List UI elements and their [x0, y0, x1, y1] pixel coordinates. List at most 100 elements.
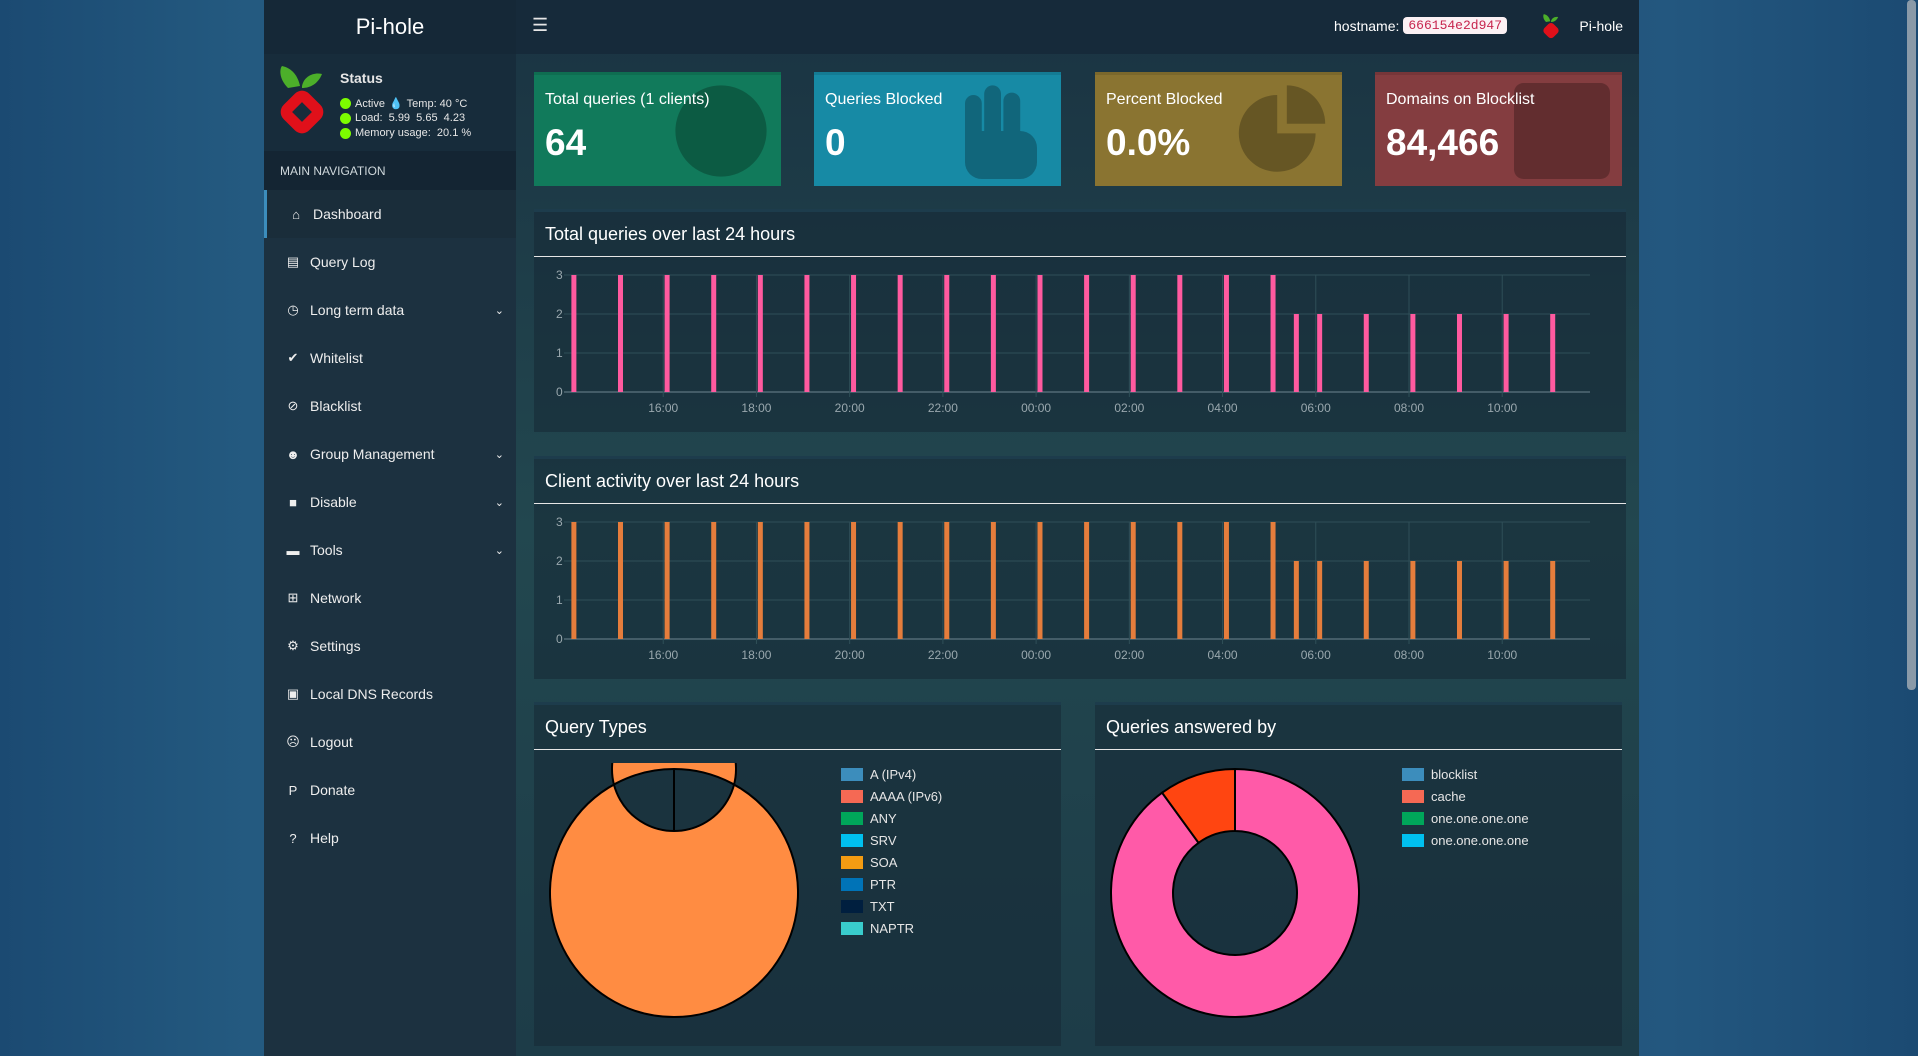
bar[interactable]	[1317, 561, 1323, 639]
bar[interactable]	[851, 522, 857, 639]
bar[interactable]	[804, 275, 810, 392]
bar[interactable]	[571, 275, 577, 392]
legend-item[interactable]: one.one.one.one	[1402, 829, 1529, 851]
bar[interactable]	[1037, 522, 1043, 639]
bar[interactable]	[1410, 314, 1416, 392]
legend-item[interactable]: ANY	[841, 807, 942, 829]
user-avatar-icon[interactable]	[1541, 13, 1561, 41]
bar[interactable]	[571, 522, 577, 639]
bar[interactable]	[1293, 314, 1299, 392]
bar[interactable]	[1084, 522, 1090, 639]
bar[interactable]	[1317, 314, 1323, 392]
chart-card-2: Query Types A (IPv4) AAAA (IPv6) ANY SRV SOA P…	[534, 702, 1061, 1046]
bar[interactable]	[1363, 561, 1369, 639]
sidebar-item-whitelist[interactable]: ✔ Whitelist	[264, 334, 516, 382]
thermometer-icon: 💧	[388, 98, 403, 110]
bar[interactable]	[617, 522, 623, 639]
chevron-down-icon[interactable]: ⌄	[494, 448, 504, 461]
sidebar-item-disable[interactable]: ■ Disable ⌄	[264, 478, 516, 526]
legend-label: TXT	[870, 898, 895, 914]
bar[interactable]	[897, 275, 903, 392]
stat-box-queries-blocked[interactable]: Queries Blocked 0	[814, 72, 1061, 186]
sidebar-item-donate[interactable]: P Donate	[264, 766, 516, 814]
bar[interactable]	[757, 275, 763, 392]
chevron-down-icon[interactable]: ⌄	[494, 544, 504, 557]
bar[interactable]	[1456, 314, 1462, 392]
logo[interactable]: Pi-hole	[264, 0, 516, 54]
legend-item[interactable]: SOA	[841, 851, 942, 873]
legend-label: one.one.one.one	[1431, 810, 1529, 826]
pie-slice[interactable]	[1110, 767, 1360, 1018]
bar[interactable]	[1410, 561, 1416, 639]
menu-toggle-icon[interactable]: ☰	[532, 15, 549, 35]
sidebar-item-network[interactable]: ⊞ Network	[264, 574, 516, 622]
stat-value: 0	[825, 122, 846, 163]
bar[interactable]	[1293, 561, 1299, 639]
sidebar-item-settings[interactable]: ⚙ Settings	[264, 622, 516, 670]
sidebar-item-label: Help	[310, 830, 339, 846]
legend-swatch	[1402, 833, 1424, 847]
bar[interactable]	[1084, 275, 1090, 392]
sidebar-item-group-management[interactable]: ☻ Group Management ⌄	[264, 430, 516, 478]
stat-box-domains-on[interactable]: Domains on Blocklist 84,466	[1375, 72, 1622, 186]
legend-item[interactable]: AAAA (IPv6)	[841, 785, 942, 807]
bar[interactable]	[1270, 522, 1276, 639]
sidebar-item-tools[interactable]: ▬ Tools ⌄	[264, 526, 516, 574]
legend-label: one.one.one.one	[1431, 832, 1529, 848]
bar[interactable]	[897, 522, 903, 639]
bar[interactable]	[1130, 522, 1136, 639]
sidebar-item-logout[interactable]: ☹ Logout	[264, 718, 516, 766]
bar[interactable]	[711, 522, 717, 639]
legend-item[interactable]: SRV	[841, 829, 942, 851]
chart-title: Total queries over last 24 hours	[534, 212, 1626, 257]
bar[interactable]	[944, 522, 950, 639]
scrollbar[interactable]	[1907, 0, 1916, 690]
legend-item[interactable]: blocklist	[1402, 763, 1529, 785]
bar[interactable]	[804, 522, 810, 639]
sidebar-item-query-log[interactable]: ▤ Query Log	[264, 238, 516, 286]
user-menu[interactable]: Pi-hole	[1579, 18, 1623, 34]
bar[interactable]	[1503, 314, 1509, 392]
bar[interactable]	[1550, 561, 1556, 639]
bar[interactable]	[1363, 314, 1369, 392]
sidebar-item-long-term-data[interactable]: ◷ Long term data ⌄	[264, 286, 516, 334]
sidebar-item-local-dns-records[interactable]: ▣ Local DNS Records	[264, 670, 516, 718]
stat-box-percent-blocked[interactable]: Percent Blocked 0.0%	[1095, 72, 1342, 186]
pie-slice[interactable]	[548, 763, 799, 1018]
legend-item[interactable]: TXT	[841, 895, 942, 917]
chevron-down-icon[interactable]: ⌄	[494, 496, 504, 509]
bar[interactable]	[1223, 522, 1229, 639]
legend-item[interactable]: PTR	[841, 873, 942, 895]
legend-item[interactable]: A (IPv4)	[841, 763, 942, 785]
bar[interactable]	[711, 275, 717, 392]
legend-label: SRV	[870, 832, 897, 848]
bar[interactable]	[1270, 275, 1276, 392]
address-book-icon: ▣	[286, 686, 300, 701]
sidebar-item-help[interactable]: ? Help	[264, 814, 516, 862]
bar[interactable]	[664, 275, 670, 392]
chevron-down-icon[interactable]: ⌄	[494, 304, 504, 317]
legend-item[interactable]: NAPTR	[841, 917, 942, 939]
bar[interactable]	[1177, 275, 1183, 392]
sidebar-item-blacklist[interactable]: ⊘ Blacklist	[264, 382, 516, 430]
bar[interactable]	[617, 275, 623, 392]
bar[interactable]	[664, 522, 670, 639]
legend-item[interactable]: cache	[1402, 785, 1529, 807]
bar[interactable]	[1177, 522, 1183, 639]
sidebar-item-dashboard[interactable]: ⌂ Dashboard	[264, 190, 516, 238]
bar[interactable]	[1456, 561, 1462, 639]
bar[interactable]	[757, 522, 763, 639]
pie-slice[interactable]	[1160, 767, 1236, 845]
bar[interactable]	[851, 275, 857, 392]
bar[interactable]	[1550, 314, 1556, 392]
bar[interactable]	[944, 275, 950, 392]
stat-box-total-queries[interactable]: Total queries (1 clients) 64	[534, 72, 781, 186]
bar[interactable]	[1223, 275, 1229, 392]
bar[interactable]	[1503, 561, 1509, 639]
bar[interactable]	[990, 275, 996, 392]
bar[interactable]	[1130, 275, 1136, 392]
bar[interactable]	[1037, 275, 1043, 392]
x-tick-label: 22:00	[928, 401, 958, 415]
bar[interactable]	[990, 522, 996, 639]
legend-item[interactable]: one.one.one.one	[1402, 807, 1529, 829]
